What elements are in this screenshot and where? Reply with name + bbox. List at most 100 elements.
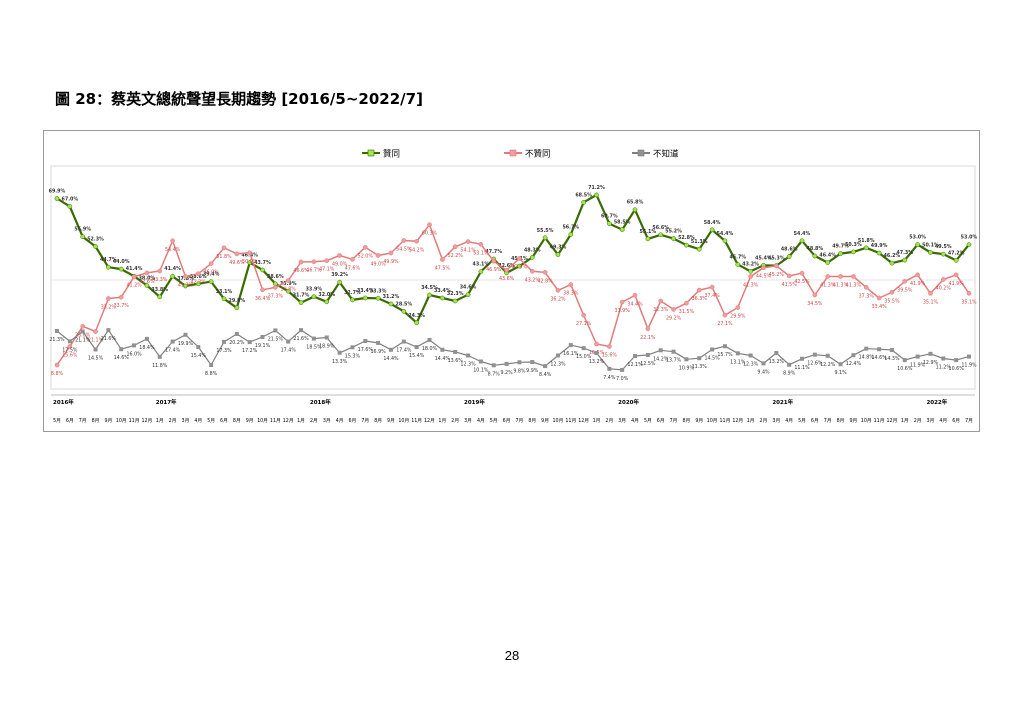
data-point (247, 250, 253, 256)
data-label: 18.0% (422, 346, 438, 352)
data-label: 38.6% (190, 274, 207, 280)
data-point (966, 242, 972, 247)
data-label: 17.4% (281, 348, 297, 354)
data-label: 11.2% (936, 364, 952, 370)
data-point (748, 268, 753, 274)
x-tick-label: 11月 (565, 418, 576, 424)
data-label: 33.2% (101, 305, 117, 311)
x-tick-label: 8月 (374, 418, 382, 424)
data-label: 14.5% (704, 355, 720, 361)
x-tick-label: 12月 (141, 418, 152, 424)
data-point (144, 270, 150, 276)
data-point (594, 351, 599, 356)
data-point (877, 347, 882, 352)
x-tick-label: 10月 (861, 418, 872, 424)
data-label: 33.4% (871, 304, 887, 310)
x-tick-label: 8月 (233, 418, 241, 424)
data-point (324, 335, 329, 340)
data-point (491, 363, 496, 368)
data-point (478, 241, 484, 247)
data-point (285, 288, 291, 294)
data-point (876, 295, 882, 301)
data-point (93, 244, 98, 249)
data-point (812, 292, 818, 298)
data-label: 11.1% (794, 365, 810, 371)
data-point (170, 273, 175, 279)
data-point (311, 294, 317, 299)
data-point (645, 236, 651, 242)
x-tick-label: 6月 (349, 418, 357, 424)
data-label: 51.8% (858, 238, 875, 244)
x-tick-label: 1月 (438, 418, 446, 424)
data-label: 9.9% (526, 368, 539, 374)
x-tick-label: 4月 (939, 418, 947, 424)
data-point (786, 273, 792, 279)
data-point (786, 254, 792, 259)
data-label: 51.3% (691, 239, 708, 245)
data-label: 39.8% (281, 287, 297, 293)
x-tick-label: 5月 (644, 418, 652, 424)
data-label: 52.8% (678, 235, 695, 241)
data-label: 15.6% (602, 352, 618, 358)
data-point (106, 264, 111, 270)
data-point (221, 339, 226, 344)
data-label: 12.4% (846, 361, 862, 367)
data-point (183, 332, 188, 337)
data-label: 23.0% (75, 332, 91, 338)
data-label: 32.3% (653, 307, 669, 313)
data-point (80, 323, 86, 329)
data-point (80, 329, 85, 334)
data-label: 34.4% (627, 301, 643, 307)
data-label: 29.8% (229, 298, 246, 304)
data-point (889, 260, 895, 266)
data-point (658, 348, 663, 353)
data-label: 39.4% (203, 272, 220, 278)
data-label: 36.4% (255, 296, 271, 302)
data-label: 32.3% (447, 291, 464, 297)
data-label: 41.5% (782, 282, 798, 288)
data-point (773, 263, 779, 269)
page-number: 28 (504, 648, 520, 663)
x-tick-label: 7月 (965, 418, 973, 424)
data-label: 14.6% (871, 355, 887, 361)
data-point (195, 271, 201, 277)
data-point (362, 244, 368, 250)
data-point (581, 346, 586, 351)
data-label: 48.6% (781, 247, 798, 253)
x-tick-label: 2月 (169, 418, 177, 424)
data-point (902, 279, 908, 284)
data-point (863, 245, 869, 251)
data-point (183, 283, 188, 289)
data-point (761, 361, 766, 366)
data-point (735, 262, 741, 267)
year-label: 2019年 (464, 398, 485, 406)
data-point (696, 246, 702, 252)
data-label: 54.4% (165, 247, 181, 253)
x-axis: 2016年 2017年 2018年 2019年 2020年 2021年 2022年 5月 6月 7… (51, 394, 975, 424)
data-label: 29.2% (666, 315, 682, 321)
data-label: 35.1% (923, 299, 939, 305)
year-label: 2018年 (310, 398, 331, 406)
data-point (466, 353, 471, 358)
x-tick-label: 9月 (246, 418, 254, 424)
data-label: 16.0% (126, 351, 142, 357)
data-label: 53.0% (961, 235, 978, 241)
year-label: 2021年 (772, 398, 793, 406)
data-label: 9.4% (757, 369, 770, 375)
data-point (838, 274, 843, 279)
data-point (286, 339, 291, 344)
data-label: 21.3% (49, 337, 65, 343)
data-point (529, 268, 535, 274)
data-point (452, 244, 458, 250)
x-tick-label: 3月 (464, 418, 472, 424)
data-point (555, 252, 561, 258)
data-point (722, 344, 727, 349)
data-label: 55.1% (640, 229, 657, 235)
data-point (684, 300, 689, 306)
data-point (876, 250, 882, 256)
data-point (209, 363, 214, 368)
data-point (761, 265, 766, 271)
data-label: 49.3% (550, 245, 567, 251)
data-label: 31.5% (679, 309, 695, 315)
data-point (915, 354, 920, 359)
